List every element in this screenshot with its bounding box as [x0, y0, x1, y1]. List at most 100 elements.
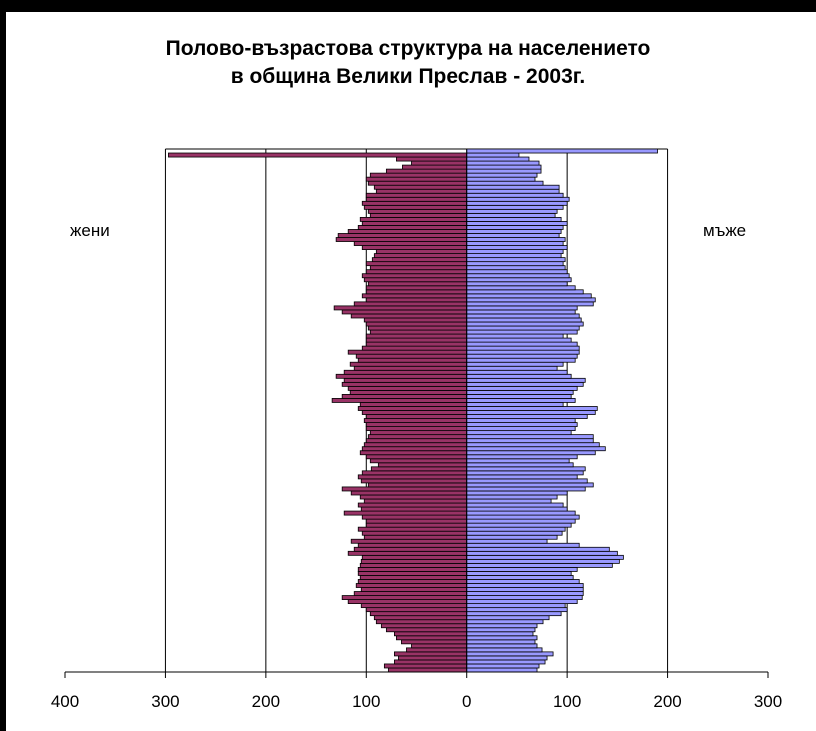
men-bar: [466, 623, 538, 629]
men-bar: [466, 357, 576, 363]
women-bar: [335, 373, 468, 379]
women-bar: [396, 156, 468, 162]
women-bar: [361, 273, 468, 279]
women-bar: [402, 164, 468, 170]
men-bar: [466, 148, 658, 154]
men-bar: [466, 595, 583, 600]
men-bar: [466, 253, 562, 259]
men-bar: [466, 490, 568, 496]
men-bar: [466, 458, 570, 464]
men-bar: [466, 305, 578, 311]
men-bar: [466, 313, 580, 319]
men-bar: [466, 385, 578, 391]
men-bar: [466, 164, 542, 170]
women-bar: [343, 510, 468, 516]
women-bar: [406, 647, 468, 653]
women-bar: [331, 398, 468, 403]
men-bar: [466, 554, 624, 560]
women-bar: [365, 438, 468, 444]
men-bar: [466, 237, 566, 242]
men-bar: [466, 631, 534, 637]
men-bar: [466, 410, 596, 415]
men-bar: [466, 538, 548, 544]
women-label: жени: [70, 221, 110, 240]
men-bar: [466, 285, 576, 291]
women-bar: [365, 196, 468, 202]
men-bar: [466, 434, 594, 440]
women-bar: [365, 426, 468, 432]
women-bar: [369, 611, 468, 617]
men-bar: [466, 583, 584, 588]
women-bar: [357, 542, 468, 548]
men-bar: [466, 221, 568, 226]
men-bar: [466, 301, 594, 307]
men-bar: [466, 200, 568, 206]
women-bar: [357, 579, 468, 584]
women-bar: [377, 462, 468, 468]
men-bar: [466, 168, 542, 174]
men-bar: [466, 369, 568, 375]
women-bar: [371, 257, 468, 263]
men-bar: [466, 361, 564, 367]
men-bar: [466, 152, 520, 158]
men-bar: [466, 196, 570, 202]
women-bar: [363, 277, 468, 283]
men-bar: [466, 233, 560, 238]
men-bar: [466, 514, 580, 520]
women-bar: [385, 627, 468, 633]
women-bar: [353, 241, 468, 246]
women-bar: [365, 261, 468, 267]
women-bar: [343, 377, 468, 383]
women-bar: [343, 369, 468, 375]
men-bar: [466, 321, 584, 327]
women-bar: [394, 659, 468, 665]
axis-layer: 400 300 200 100 0 100 200 300: [51, 149, 782, 711]
women-bar: [365, 192, 468, 198]
men-bar: [466, 212, 556, 218]
women-bar: [355, 583, 468, 588]
women-bar: [365, 333, 468, 339]
men-bar: [466, 273, 570, 279]
women-bar: [365, 269, 468, 275]
women-bar: [361, 245, 468, 250]
men-bar: [466, 389, 574, 395]
men-bar: [466, 180, 544, 186]
men-bar: [466, 635, 538, 641]
women-bar: [363, 498, 468, 504]
men-bar: [466, 482, 594, 488]
women-bar: [349, 389, 468, 395]
men-bar: [466, 498, 552, 504]
men-bar: [466, 184, 560, 190]
men-bar: [466, 329, 578, 335]
x-tick-label: 400: [51, 692, 79, 711]
women-bar: [359, 216, 468, 222]
men-bar: [466, 269, 568, 275]
women-bar: [359, 402, 468, 407]
women-bar: [347, 385, 468, 391]
men-bar: [466, 518, 576, 524]
women-bar: [357, 502, 468, 508]
men-bar: [466, 579, 580, 584]
women-bar: [365, 321, 468, 327]
men-bar: [466, 534, 558, 540]
women-bar: [387, 667, 468, 673]
women-bar: [367, 325, 468, 331]
men-bar: [466, 426, 576, 432]
men-bar: [466, 526, 566, 532]
men-bar: [466, 257, 566, 263]
men-bar: [466, 486, 586, 492]
men-bar: [466, 546, 610, 552]
men-bar: [466, 245, 568, 250]
men-bar: [466, 172, 538, 178]
women-bar: [361, 410, 468, 415]
chart-title-line-2: в община Велики Преслав - 2003г.: [230, 65, 586, 88]
men-bar: [466, 655, 548, 661]
women-bar: [367, 208, 468, 214]
women-bar: [357, 567, 468, 572]
women-bar: [350, 538, 468, 544]
women-bar: [335, 237, 468, 242]
women-bar: [394, 631, 468, 637]
women-bar: [361, 530, 468, 536]
women-bar: [360, 603, 468, 609]
men-bar: [466, 615, 550, 621]
